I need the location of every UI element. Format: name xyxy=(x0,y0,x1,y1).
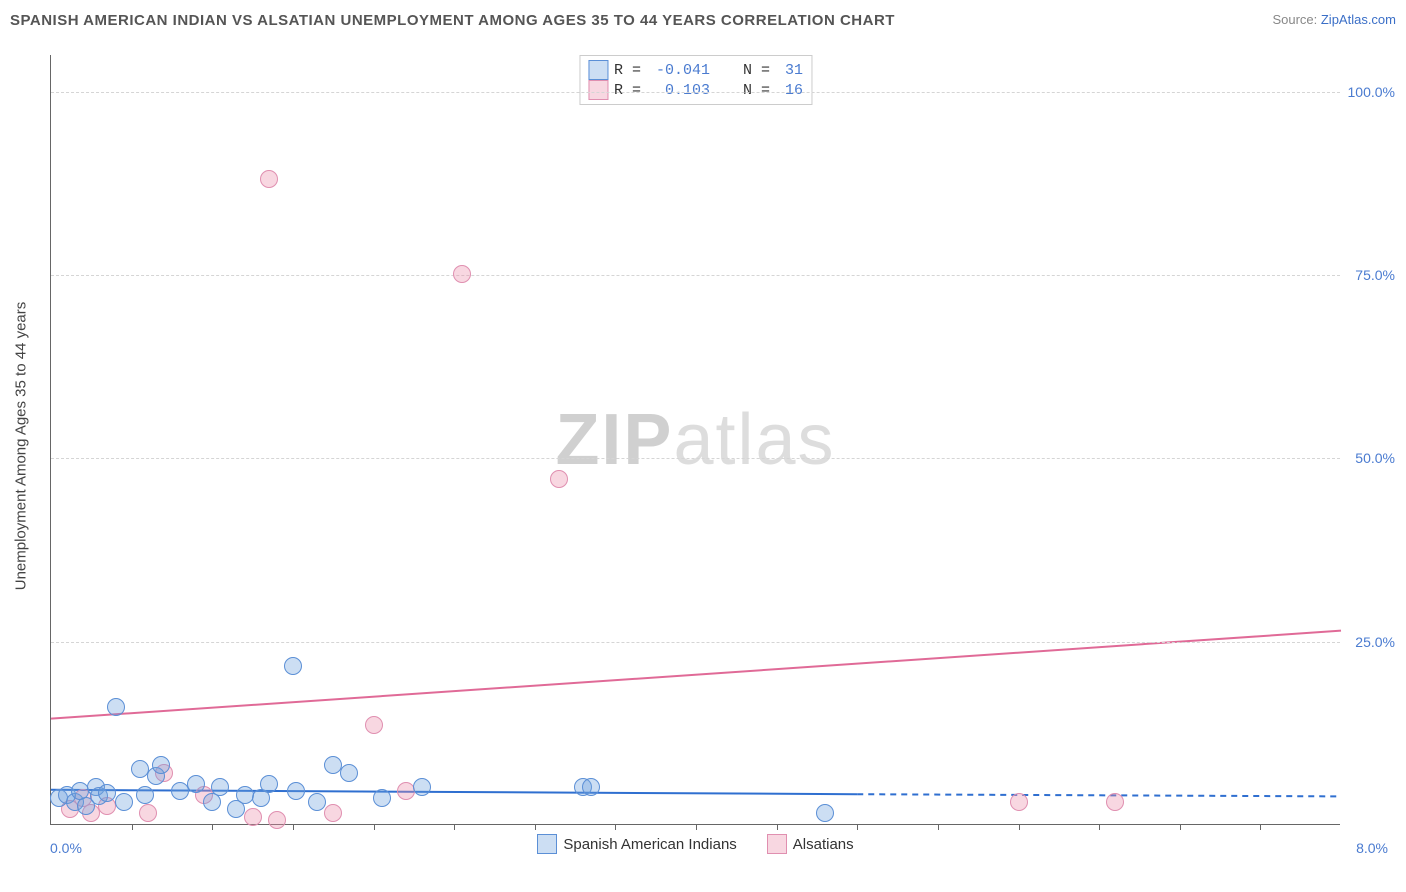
x-tick xyxy=(615,824,616,830)
legend-label-pink: Alsatians xyxy=(793,836,854,853)
data-point-blue xyxy=(582,778,600,796)
r-label: R = xyxy=(614,82,650,99)
data-point-pink xyxy=(550,470,568,488)
swatch-blue xyxy=(588,60,608,80)
x-tick xyxy=(1180,824,1181,830)
source-prefix: Source: xyxy=(1272,12,1320,27)
r-value: -0.041 xyxy=(656,62,710,79)
n-value: 31 xyxy=(785,62,803,79)
legend-item-pink: Alsatians xyxy=(767,834,854,854)
n-label: N = xyxy=(716,62,779,79)
legend-swatch-pink xyxy=(767,834,787,854)
y-tick-label: 75.0% xyxy=(1345,267,1395,283)
data-point-blue xyxy=(187,775,205,793)
chart-title: SPANISH AMERICAN INDIAN VS ALSATIAN UNEM… xyxy=(10,12,895,29)
x-tick xyxy=(857,824,858,830)
watermark-light: atlas xyxy=(673,400,835,480)
legend-label-blue: Spanish American Indians xyxy=(563,836,736,853)
data-point-pink xyxy=(365,716,383,734)
n-label: N = xyxy=(716,82,779,99)
data-point-blue xyxy=(413,778,431,796)
x-tick xyxy=(293,824,294,830)
data-point-pink xyxy=(1010,793,1028,811)
data-point-blue xyxy=(115,793,133,811)
source-credit: Source: ZipAtlas.com xyxy=(1272,12,1396,27)
data-point-blue xyxy=(308,793,326,811)
n-value: 16 xyxy=(785,82,803,99)
correlation-stats-box: R = -0.041 N = 31R = 0.103 N = 16 xyxy=(579,55,812,105)
data-point-blue xyxy=(816,804,834,822)
x-tick xyxy=(454,824,455,830)
y-tick-label: 100.0% xyxy=(1345,84,1395,100)
x-tick xyxy=(132,824,133,830)
x-tick xyxy=(1019,824,1020,830)
x-tick xyxy=(777,824,778,830)
data-point-blue xyxy=(260,775,278,793)
data-point-blue xyxy=(107,698,125,716)
x-tick xyxy=(374,824,375,830)
data-point-blue xyxy=(287,782,305,800)
swatch-pink xyxy=(588,80,608,100)
data-point-pink xyxy=(324,804,342,822)
data-point-blue xyxy=(373,789,391,807)
data-point-pink xyxy=(453,265,471,283)
x-axis-min-label: 0.0% xyxy=(50,840,82,856)
data-point-pink xyxy=(268,811,286,829)
r-value: 0.103 xyxy=(656,82,710,99)
x-tick xyxy=(1099,824,1100,830)
grid-line xyxy=(51,92,1340,93)
plot-area: ZIPatlas R = -0.041 N = 31R = 0.103 N = … xyxy=(50,55,1340,825)
data-point-blue xyxy=(152,756,170,774)
y-axis-label: Unemployment Among Ages 35 to 44 years xyxy=(13,302,30,591)
legend-swatch-blue xyxy=(537,834,557,854)
data-point-blue xyxy=(211,778,229,796)
x-axis-max-label: 8.0% xyxy=(1356,840,1388,856)
y-tick-label: 25.0% xyxy=(1345,634,1395,650)
data-point-pink xyxy=(244,808,262,826)
x-tick xyxy=(696,824,697,830)
data-point-blue xyxy=(136,786,154,804)
source-link[interactable]: ZipAtlas.com xyxy=(1321,12,1396,27)
x-tick xyxy=(1260,824,1261,830)
trend-lines xyxy=(51,55,1340,824)
data-point-pink xyxy=(139,804,157,822)
stats-row-blue: R = -0.041 N = 31 xyxy=(588,60,803,80)
watermark-bold: ZIP xyxy=(555,400,673,480)
x-tick xyxy=(212,824,213,830)
data-point-pink xyxy=(260,170,278,188)
series-legend: Spanish American Indians Alsatians xyxy=(51,834,1340,854)
x-tick xyxy=(535,824,536,830)
watermark: ZIPatlas xyxy=(555,399,835,481)
y-tick-label: 50.0% xyxy=(1345,450,1395,466)
grid-line xyxy=(51,458,1340,459)
data-point-blue xyxy=(236,786,254,804)
data-point-blue xyxy=(340,764,358,782)
r-label: R = xyxy=(614,62,650,79)
grid-line xyxy=(51,642,1340,643)
data-point-blue xyxy=(284,657,302,675)
stats-row-pink: R = 0.103 N = 16 xyxy=(588,80,803,100)
grid-line xyxy=(51,275,1340,276)
data-point-pink xyxy=(1106,793,1124,811)
legend-item-blue: Spanish American Indians xyxy=(537,834,736,854)
x-tick xyxy=(938,824,939,830)
